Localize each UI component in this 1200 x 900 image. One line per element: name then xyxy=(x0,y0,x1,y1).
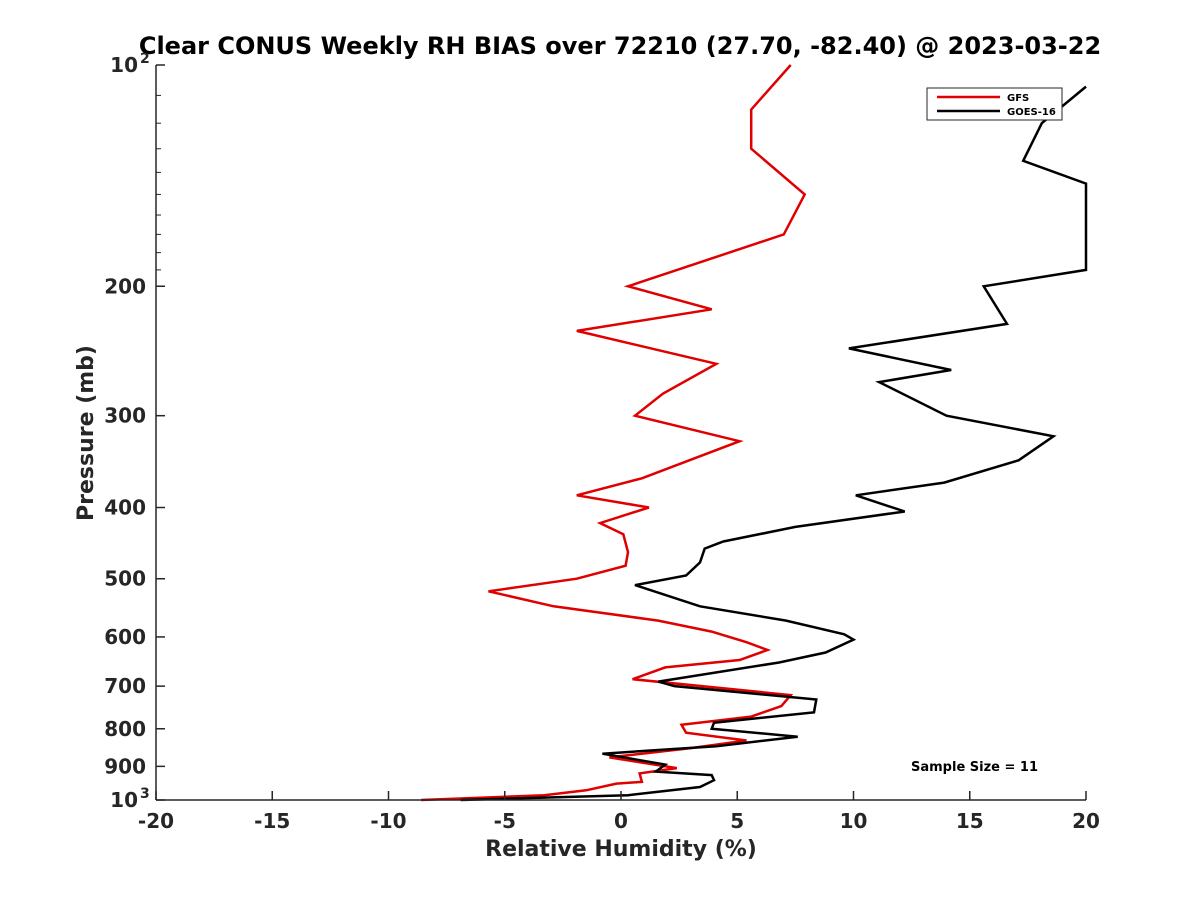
y-tick-label: 900 xyxy=(104,754,146,778)
x-axis-label: Relative Humidity (%) xyxy=(485,837,757,862)
plot-area: -20 -15 -10 -5 0 5 10 15 20 10 220030040050060070… xyxy=(104,51,1100,833)
y-tick-label: 300 xyxy=(104,404,146,428)
x-tick-label: 10 xyxy=(840,809,868,833)
y-tick-exponent: 2 xyxy=(140,51,150,67)
y-tick-label: 500 xyxy=(104,567,146,591)
legend-label-gfs: GFS xyxy=(1007,93,1029,104)
legend-label-goes16: GOES-16 xyxy=(1007,107,1056,118)
legend: GFS GOES-16 xyxy=(926,87,1063,121)
y-tick-exponent: 3 xyxy=(140,786,150,802)
chart-title: Clear CONUS Weekly RH BIAS over 72210 (2… xyxy=(139,32,1101,60)
y-tick-label: 700 xyxy=(104,674,146,698)
y-tick-label: 600 xyxy=(104,625,146,649)
x-tick-label: 5 xyxy=(730,809,744,833)
legend-box xyxy=(926,87,1063,121)
y-tick-label: 800 xyxy=(104,717,146,741)
sample-size-annotation: Sample Size = 11 xyxy=(911,760,1038,775)
y-tick-label: 10 xyxy=(110,53,138,77)
y-tick-label: 400 xyxy=(104,496,146,520)
y-axis-label: Pressure (mb) xyxy=(74,345,99,521)
x-tick-label: -5 xyxy=(494,809,516,833)
x-tick-label: -15 xyxy=(254,809,290,833)
x-tick-label: -20 xyxy=(138,809,174,833)
y-tick-label: 10 xyxy=(110,788,138,812)
x-axis-ticks: -20 -15 -10 -5 0 5 10 15 20 xyxy=(138,791,1100,833)
y-tick-label: 200 xyxy=(104,274,146,298)
x-tick-label: 15 xyxy=(956,809,984,833)
x-tick-label: -10 xyxy=(370,809,406,833)
x-tick-label: 0 xyxy=(614,809,628,833)
series-layer xyxy=(421,64,1088,802)
plot-background xyxy=(156,65,1086,800)
series-line-gfs-0 xyxy=(421,64,807,802)
series-line-goes-16-0 xyxy=(460,85,1088,802)
x-tick-label: 20 xyxy=(1072,809,1100,833)
